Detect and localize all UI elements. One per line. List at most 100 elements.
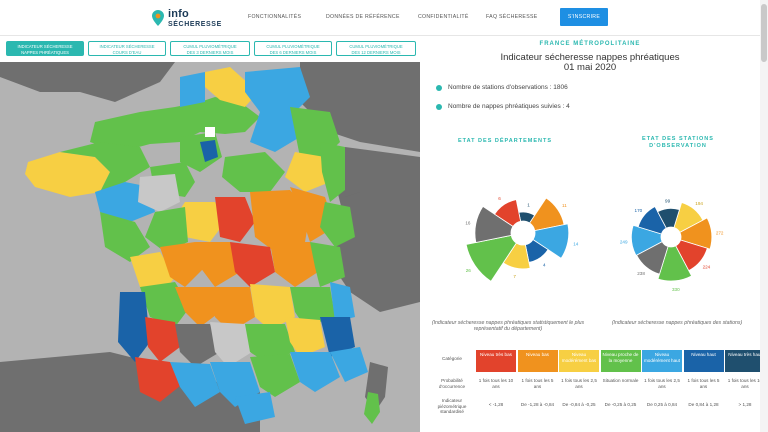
stat-stations-text: Nombre de stations d'observations : 1806 [448, 84, 568, 91]
chart1-label-1: 11 [562, 203, 567, 208]
chart2-title: ETAT DES STATIONS D'OBSERVATION [642, 136, 714, 149]
stat-nappes-text: Nombre de nappes phréatiques suivies : 4 [448, 103, 570, 110]
legend-probability-4: 1 fois tous les 2,5 ans [644, 378, 680, 389]
chart2-caption: (Indicateur sécheresse nappes phréatique… [611, 320, 743, 326]
ain-savoie [310, 242, 345, 287]
ardeche-drome [285, 317, 325, 357]
alsace [345, 147, 360, 197]
charente [175, 287, 220, 327]
chart2-label-0: 224 [703, 264, 711, 269]
chart1-title: ETAT DES DÉPARTEMENTS [457, 138, 553, 144]
legend-probability-5: 1 fois tous les 5 ans [687, 378, 720, 389]
legend-indicator-4: De 0,25 à 0,84 [646, 402, 678, 407]
doubs-jura [320, 202, 355, 247]
tab-cumul-12-mois[interactable]: CUMUL PLUVIOMÉTRIQUE DES 12 DERNIERS MOI… [336, 41, 416, 56]
legend-probability-3: Situation normale [602, 378, 639, 383]
gers-hautes-pyrenees [170, 362, 220, 407]
indicator-title-line1: Indicateur sécheresse nappes phréatiques [500, 52, 680, 63]
gironde-landes [118, 292, 150, 362]
mayenne [138, 174, 180, 212]
creuse [230, 242, 275, 287]
chart1-label-7: 16 [465, 220, 471, 225]
france-map[interactable] [0, 62, 420, 432]
lot-et-garonne [145, 317, 180, 362]
info-secheresse-logo[interactable]: info SÉCHERESSE [152, 7, 232, 31]
cantal-lot [210, 322, 252, 367]
chart2-label-4: 249 [620, 239, 628, 244]
region-title: FRANCE MÉTROPOLITAINE [539, 41, 641, 47]
haute-vienne [210, 287, 255, 332]
tab-nappes-phreatiques[interactable]: INDICATEUR SÉCHERESSE NAPPES PHRÉATIQUES [6, 41, 84, 56]
chart1-center [511, 221, 535, 245]
oise-marne [250, 112, 300, 152]
nav-fonctionnalites[interactable]: FONCTIONNALITÉS [248, 14, 302, 20]
legend-indicator-3: De -0,25 à 0,25 [604, 402, 637, 407]
chart2-label-7: 238 [637, 271, 645, 276]
logo-word-secheresse: SÉCHERESSE [168, 21, 222, 28]
paris [200, 140, 218, 162]
tab-cumul-3-mois[interactable]: CUMUL PLUVIOMÉTRIQUE DES 3 DERNIERS MOIS [170, 41, 250, 56]
scrollbar-thumb[interactable] [761, 4, 767, 62]
loire-atlantique [100, 212, 150, 262]
tab-cumul-6-mois[interactable]: CUMUL PLUVIOMÉTRIQUE DES 6 DERNIERS MOIS [254, 41, 332, 56]
page-scrollbar[interactable] [760, 0, 768, 432]
legend-indicator-1: De -1,28 à -0,84 [520, 402, 555, 407]
tab-label: CUMUL PLUVIOMÉTRIQUE DES 6 DERNIERS MOIS [266, 44, 320, 55]
paris-centre-marker [205, 127, 215, 137]
map-svg [0, 62, 420, 432]
nav-donnees-reference[interactable]: DONNÉES DE RÉFÉRENCE [326, 14, 400, 20]
somme-aisne [245, 67, 310, 112]
loiret-yonne [222, 152, 285, 192]
indicator-panel: FRANCE MÉTROPOLITAINE Indicateur séchere… [420, 36, 765, 432]
top-header: info SÉCHERESSE FONCTIONNALITÉS DONNÉES … [0, 0, 768, 36]
spain-shape [0, 352, 260, 432]
chart2-label-6: 99 [665, 199, 671, 204]
haute-marne [285, 152, 330, 192]
chart1-label-2: 7 [513, 274, 516, 279]
calvados [180, 72, 205, 107]
cher [215, 197, 255, 242]
cotes-armor [60, 142, 150, 192]
legend-category-4: Niveau modérément haut [642, 350, 682, 372]
chart2-label-1: 272 [716, 230, 724, 235]
var-alpes-maritimes [330, 347, 368, 382]
chart2-label-2: 194 [695, 201, 703, 206]
finistere [25, 152, 110, 197]
chart2-label-5: 170 [635, 208, 643, 213]
chart2-slice-5[interactable] [637, 206, 667, 235]
chart2-slice-1[interactable] [679, 217, 713, 250]
chart2-slice-6[interactable] [657, 207, 680, 229]
pyrenees-orientales [235, 392, 275, 424]
chart1-slice-1[interactable] [529, 197, 565, 232]
chart1-slice-0[interactable] [494, 199, 522, 227]
tab-label: INDICATEUR SÉCHERESSE COURS D'EAU [99, 44, 155, 55]
uk-shape [0, 62, 175, 102]
seine-maritime [205, 67, 258, 107]
teal-bullet-icon [436, 85, 442, 91]
nav-confidentialite[interactable]: CONFIDENTIALITÉ [418, 14, 469, 20]
chart1-label-4: 14 [573, 241, 579, 246]
nievre-saone [250, 190, 310, 252]
chart2-label-3: 330 [672, 287, 680, 292]
chart2-slice-4[interactable] [631, 224, 663, 256]
subscribe-button[interactable]: S'INSCRIRE [560, 8, 608, 26]
logo-word-info: info [168, 8, 189, 20]
chart1-slice-3[interactable] [465, 234, 517, 282]
haute-savoie [330, 282, 355, 322]
chart2-svg[interactable]: 194 272 224 330 238 249 170 99 [606, 172, 736, 302]
legend-category-0: Niveau très bas [476, 350, 516, 372]
chart2-slice-3[interactable] [657, 245, 693, 282]
chart1-slice-4[interactable] [532, 223, 570, 259]
puy-de-dome [250, 284, 295, 330]
tab-label: CUMUL PLUVIOMÉTRIQUE DES 12 DERNIERS MOI… [349, 44, 403, 55]
chart1-slice-7[interactable] [474, 205, 514, 244]
chart1-label-0: 6 [498, 196, 501, 201]
legend-indicator-0: < -1,28 [488, 402, 504, 407]
legend-probability-1: 1 fois tous les 5 ans [521, 378, 554, 389]
legend-category-5: Niveau haut [683, 350, 724, 372]
tab-cours-d-eau[interactable]: INDICATEUR SÉCHERESSE COURS D'EAU [88, 41, 166, 56]
indre-et-loire [175, 202, 225, 242]
aveyron-lozere [245, 324, 295, 362]
nav-faq[interactable]: FAQ SÉCHERESSE [486, 14, 538, 20]
